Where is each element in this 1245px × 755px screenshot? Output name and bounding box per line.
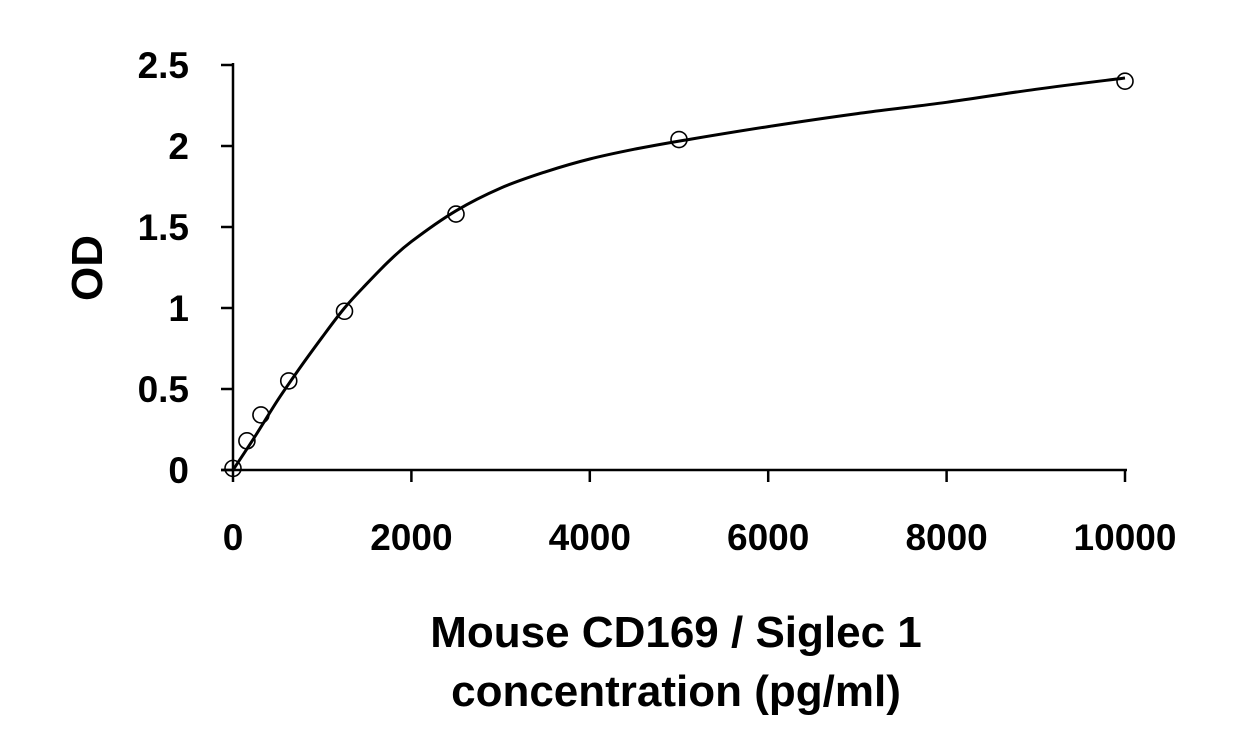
data-point: [279, 372, 298, 390]
axes: 0 0.5 1 1.5 2 2.5 0 2000 4000 6000 8000 10000: [138, 45, 1177, 558]
x-axis-label-line-1: Mouse CD169 / Siglec 1: [430, 608, 922, 657]
x-tick-label: 8000: [905, 517, 987, 558]
x-tick-label: 10000: [1074, 517, 1177, 558]
y-axis-label: OD: [63, 235, 112, 301]
data-point: [238, 432, 256, 450]
data-points-layer: [224, 72, 1134, 478]
fit-curve: [231, 76, 1126, 471]
axis-labels: OD Mouse CD169 / Siglec 1 concentration …: [63, 235, 922, 716]
x-tick-label: 6000: [727, 517, 809, 558]
x-tick-label: 0: [223, 517, 244, 558]
y-tick-label: 2: [168, 126, 189, 167]
fit-curve-layer: [231, 76, 1126, 471]
data-point: [447, 205, 465, 223]
data-point: [670, 130, 688, 149]
data-point: [224, 459, 242, 478]
data-point: [252, 406, 270, 424]
y-tick-label: 1: [168, 288, 189, 329]
x-tick-label: 2000: [370, 517, 452, 558]
y-tick-label: 1.5: [138, 207, 189, 248]
y-tick-label: 0: [168, 450, 189, 491]
data-point: [335, 302, 354, 321]
y-tick-label: 0.5: [138, 369, 189, 410]
data-point: [1116, 72, 1134, 90]
x-axis-label-line-2: concentration (pg/ml): [451, 667, 901, 716]
x-tick-label: 4000: [549, 517, 631, 558]
y-tick-label: 2.5: [138, 45, 189, 86]
